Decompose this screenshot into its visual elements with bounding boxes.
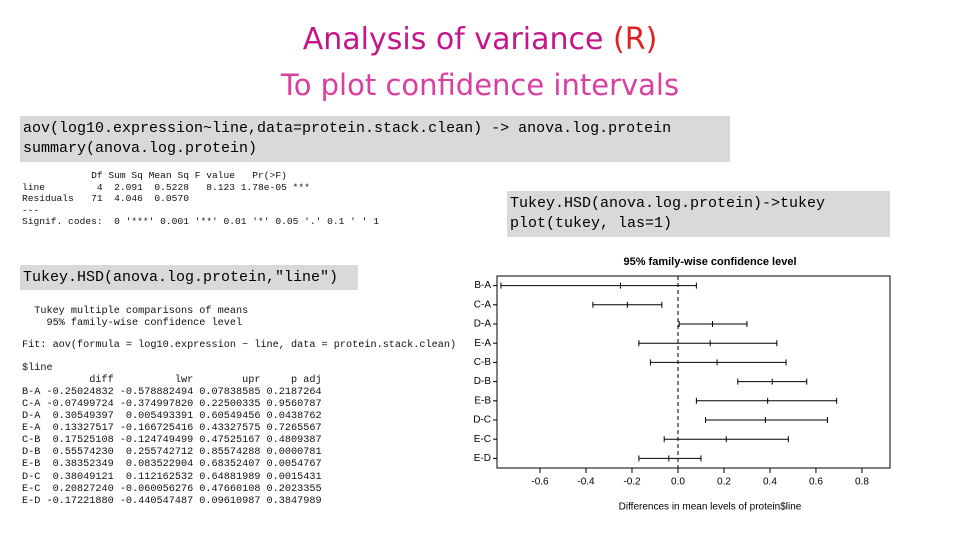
y-tick-label: E-C xyxy=(474,434,491,445)
code-block: Tukey.HSD(anova.log.protein,"line") xyxy=(20,265,358,290)
text-line: B-A -0.25024832 -0.578882494 0.07838585 … xyxy=(22,386,322,398)
slide-title: Analysis of variance (R) xyxy=(0,22,960,57)
text-line: Residuals 71 4.046 0.0570 xyxy=(22,193,189,204)
y-tick-label: C-A xyxy=(474,299,492,310)
x-tick-label: 0.2 xyxy=(717,477,731,488)
x-axis-label: Differences in mean levels of protein$li… xyxy=(619,502,802,513)
console-output: Df Sum Sq Mean Sq F value Pr(>F) line 4 2… xyxy=(22,170,379,228)
text-line: Signif. codes: 0 '***' 0.001 '**' 0.01 '… xyxy=(22,216,379,227)
text-line: D-C 0.38049121 0.112162532 0.64881989 0.… xyxy=(22,471,322,483)
y-tick-label: B-A xyxy=(474,280,491,291)
text-line: Tukey.HSD(anova.log.protein,"line") xyxy=(23,269,339,286)
code-block: aov(log10.expression~line,data=protein.s… xyxy=(20,116,730,162)
text-line: Df Sum Sq Mean Sq F value Pr(>F) xyxy=(22,170,287,181)
x-tick-label: 0.6 xyxy=(809,477,823,488)
text-line: summary(anova.log.protein) xyxy=(23,140,258,157)
text-line: D-A 0.30549397 0.005493391 0.60549456 0.… xyxy=(22,411,322,423)
y-tick-label: D-B xyxy=(474,376,492,387)
text-line: E-A 0.13327517 -0.166725416 0.43327575 0… xyxy=(22,423,322,435)
x-tick-label: 0.0 xyxy=(671,477,685,488)
text-line: C-B 0.17525108 -0.124749499 0.47525167 0… xyxy=(22,435,322,447)
y-tick-label: D-C xyxy=(473,415,491,426)
text-line: Tukey.HSD(anova.log.protein)->tukey xyxy=(510,195,826,212)
text-line: 95% family-wise confidence level xyxy=(22,318,243,330)
text-line: E-D -0.17221880 -0.440547487 0.09610987 … xyxy=(22,495,322,507)
y-tick-label: D-A xyxy=(474,319,492,330)
x-tick-label: 0.4 xyxy=(763,477,777,488)
x-tick-label: -0.2 xyxy=(623,477,641,488)
text-line: E-B 0.38352349 0.083522904 0.68352407 0.… xyxy=(22,459,322,471)
code-block: Tukey.HSD(anova.log.protein)->tukey plot(… xyxy=(507,191,890,237)
text-line: diff lwr upr p adj xyxy=(22,374,322,386)
text-line: line 4 2.091 0.5228 8.123 1.78e-05 *** xyxy=(22,181,310,193)
text-line: E-C 0.20827240 -0.060056276 0.47660108 0… xyxy=(22,483,322,495)
title-tag: (R) xyxy=(613,22,658,57)
x-tick-label: 0.8 xyxy=(855,477,869,488)
console-output: Tukey multiple comparisons of means 95% … xyxy=(22,306,456,508)
text-line: aov(log10.expression~line,data=protein.s… xyxy=(23,120,672,137)
text-line: Tukey multiple comparisons of means xyxy=(22,306,249,317)
text-line: D-B 0.55574230 0.255742712 0.85574288 0.… xyxy=(22,447,322,459)
text-line: C-A -0.07499724 -0.374997820 0.22500335 … xyxy=(22,398,322,410)
text-line: --- xyxy=(22,204,40,216)
chart-title: 95% family-wise confidence level xyxy=(623,256,796,268)
y-tick-label: C-B xyxy=(474,357,492,368)
text-line: plot(tukey, las=1) xyxy=(510,215,673,232)
slide-subtitle: To plot confidence intervals xyxy=(280,68,680,102)
y-tick-label: E-D xyxy=(474,453,491,464)
title-text: Analysis of variance xyxy=(302,22,604,57)
y-tick-label: E-A xyxy=(474,338,491,349)
plot-frame xyxy=(496,275,891,469)
x-tick-label: -0.4 xyxy=(577,477,595,488)
text-line: Fit: aov(formula = log10.expression ~ li… xyxy=(22,340,457,352)
x-tick-label: -0.6 xyxy=(531,477,549,488)
y-tick-label: E-B xyxy=(474,395,491,406)
text-line: $line xyxy=(22,362,53,374)
